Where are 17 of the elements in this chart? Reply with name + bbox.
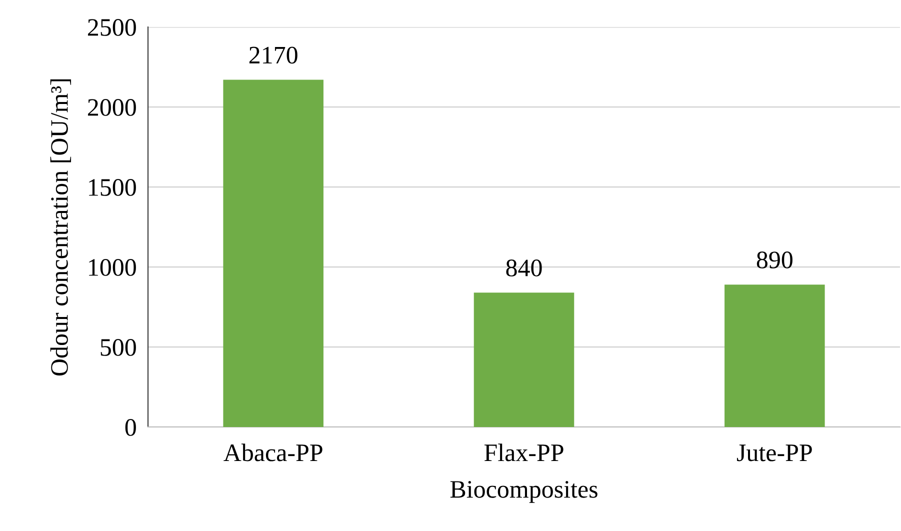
y-tick-label: 0 — [125, 419, 136, 436]
data-label: 890 — [756, 252, 792, 268]
x-axis-title: Biocomposites — [450, 481, 598, 503]
x-tick-label: Jute-PP — [736, 444, 812, 462]
bar — [474, 292, 574, 427]
bar — [724, 284, 825, 427]
y-tick-label: 2500 — [88, 19, 136, 36]
y-tick-label: 2000 — [88, 99, 136, 116]
y-axis-title: Odour concentration [OU/m³] — [50, 79, 72, 376]
data-label: 840 — [506, 260, 542, 276]
y-tick-label: 1000 — [89, 259, 136, 276]
bar — [223, 80, 324, 427]
data-label: 2170 — [249, 46, 298, 64]
y-tick-label: 1500 — [89, 179, 136, 196]
x-tick-label: Abaca-PP — [224, 444, 322, 462]
x-tick-label: Flax-PP — [484, 444, 564, 462]
y-tick-label: 500 — [100, 339, 136, 356]
